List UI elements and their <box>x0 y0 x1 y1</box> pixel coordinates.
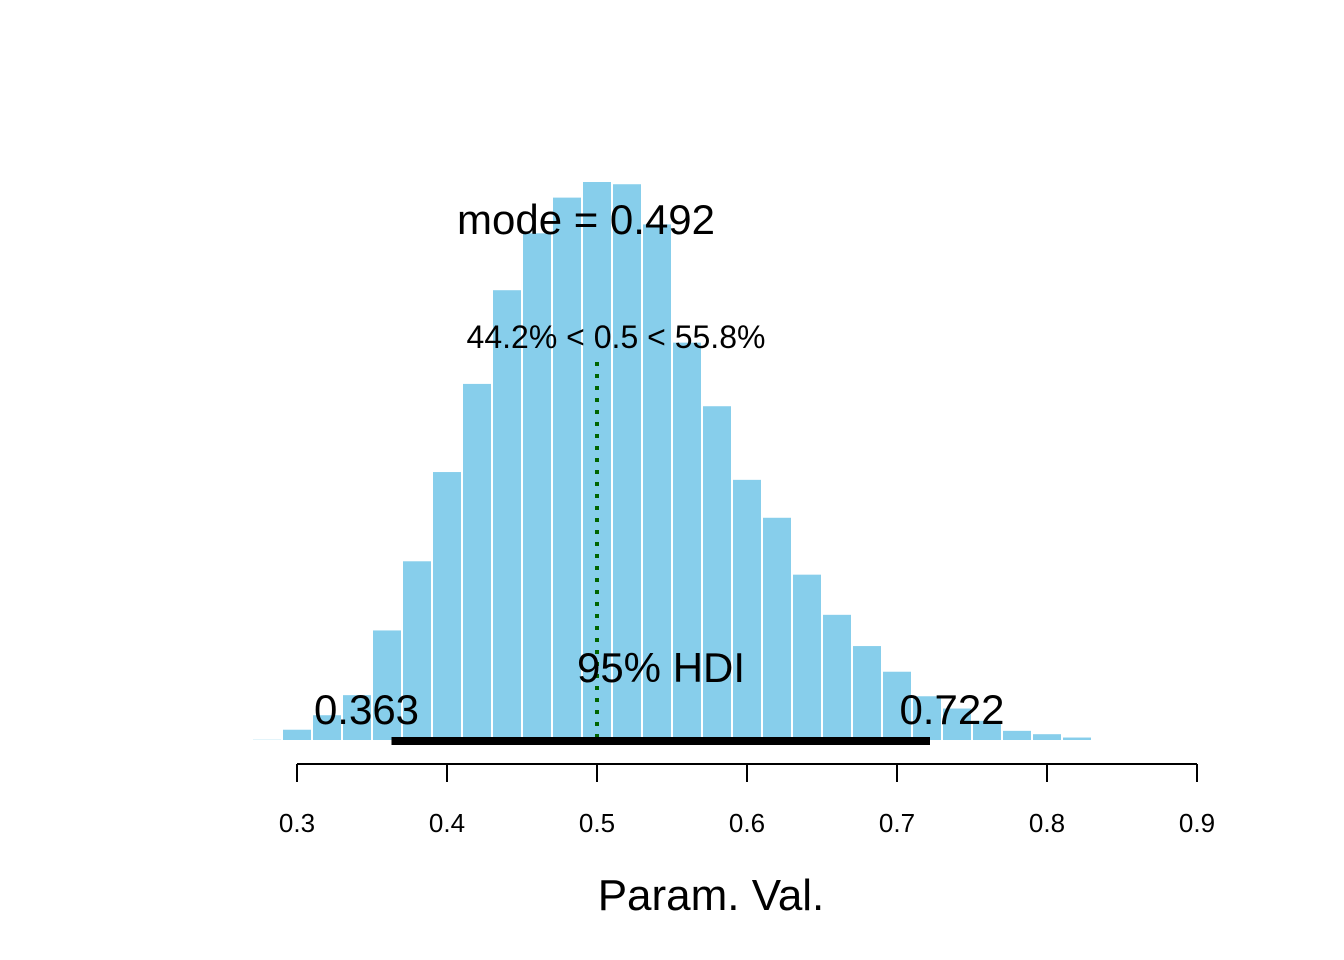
hdi-high-label: 0.722 <box>899 686 1004 733</box>
histogram-bar <box>791 572 823 742</box>
x-axis: 0.3 0.4 0.5 0.6 0.7 0.8 0.9 <box>279 763 1215 838</box>
x-tick-label: 0.6 <box>729 808 765 838</box>
hdi-low-label: 0.363 <box>314 686 419 733</box>
histogram-bar <box>461 381 493 742</box>
histogram-bar <box>701 404 733 742</box>
x-tick-label: 0.7 <box>879 808 915 838</box>
histogram-bar <box>491 288 523 742</box>
histogram-bar <box>1061 735 1093 742</box>
histogram-bar <box>371 628 403 743</box>
histogram-bar <box>851 644 883 742</box>
histogram-bar <box>641 222 673 742</box>
x-tick-label: 0.3 <box>279 808 315 838</box>
histogram-bar <box>431 470 463 742</box>
histogram-bar <box>1001 728 1033 742</box>
histogram-bar <box>761 515 793 743</box>
mode-label: mode = 0.492 <box>457 196 715 243</box>
x-tick-label: 0.4 <box>429 808 465 838</box>
histogram-bars <box>251 180 1093 743</box>
histogram-bar <box>251 737 283 742</box>
histogram-bar <box>1031 732 1063 742</box>
histogram-bar <box>731 477 763 742</box>
x-tick-label: 0.5 <box>579 808 615 838</box>
histogram-bar <box>821 612 853 742</box>
x-tick-label: 0.9 <box>1179 808 1215 838</box>
histogram-bar <box>311 713 343 743</box>
hdi-label: 95% HDI <box>577 644 745 691</box>
histogram-bar <box>521 231 553 743</box>
x-tick-label: 0.8 <box>1029 808 1065 838</box>
histogram-bar <box>281 727 313 742</box>
comparison-label: 44.2% < 0.5 < 55.8% <box>467 319 766 355</box>
x-axis-title: Param. Val. <box>598 871 825 920</box>
